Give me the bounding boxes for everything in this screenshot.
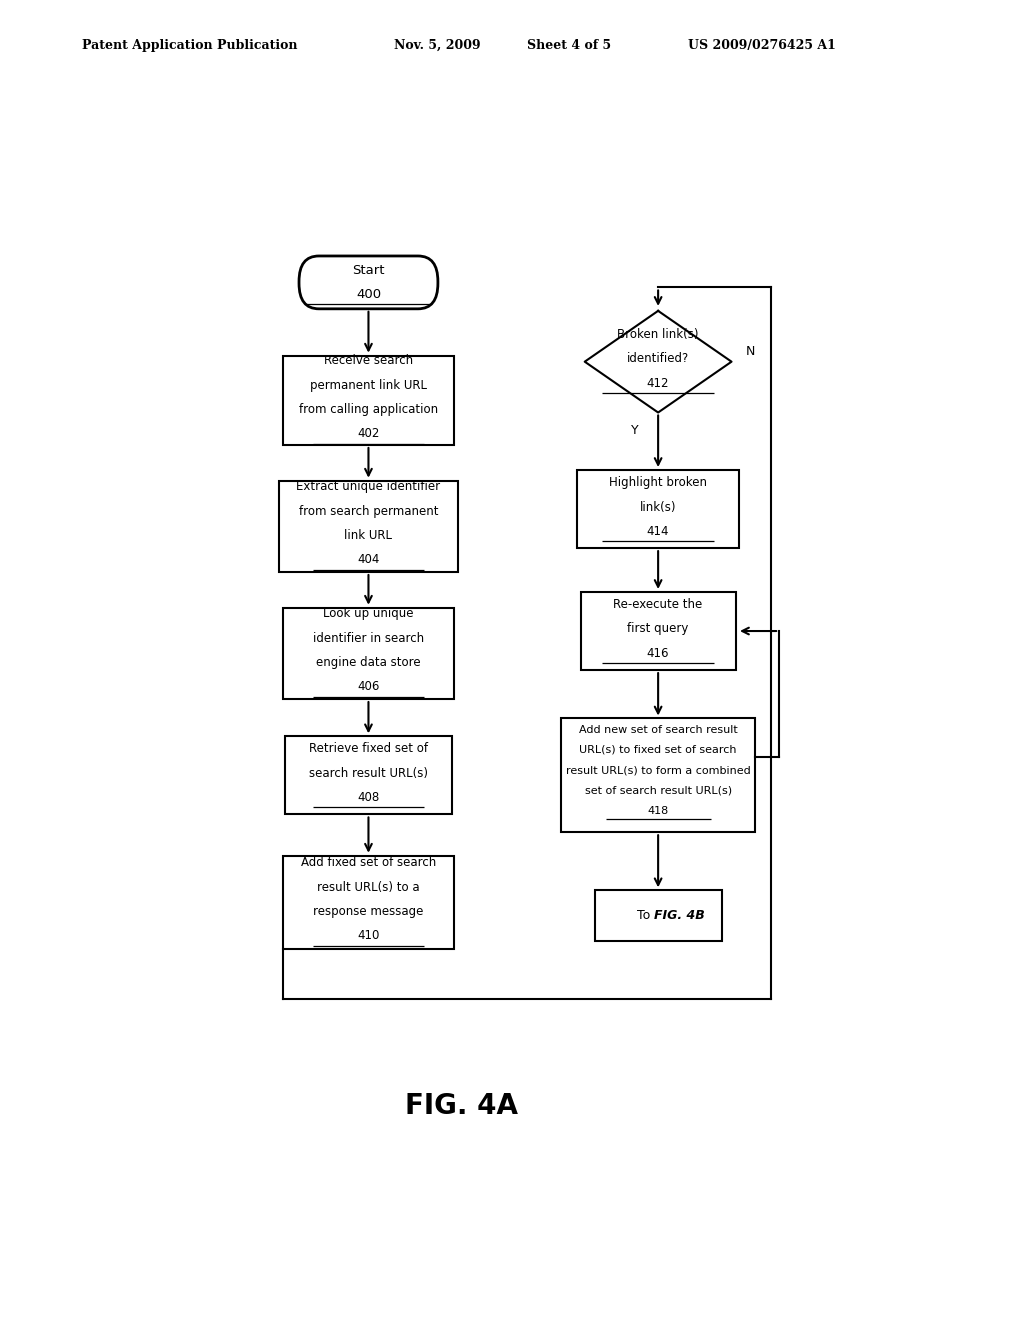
Text: identified?: identified? [627,352,689,366]
Text: Add fixed set of search: Add fixed set of search [301,857,436,870]
Text: from calling application: from calling application [299,403,438,416]
Text: engine data store: engine data store [316,656,421,669]
Text: set of search result URL(s): set of search result URL(s) [585,785,732,796]
Text: 414: 414 [647,525,670,539]
Text: Broken link(s): Broken link(s) [617,327,698,341]
Text: Extract unique identifier: Extract unique identifier [296,480,440,494]
Text: 408: 408 [357,791,380,804]
Text: 410: 410 [357,929,380,942]
Bar [577,470,739,548]
Text: FIG. 4A: FIG. 4A [404,1092,518,1119]
Text: Re-execute the: Re-execute the [613,598,702,611]
Text: N: N [745,345,755,358]
Text: response message: response message [313,906,424,917]
Text: Retrieve fixed set of: Retrieve fixed set of [309,742,428,755]
Bar [581,591,735,671]
Bar [284,855,454,949]
Text: Patent Application Publication: Patent Application Publication [82,38,297,51]
Text: Y: Y [631,424,638,437]
Text: FIG. 4B: FIG. 4B [654,909,705,923]
Text: To: To [637,909,654,923]
Bar [561,718,756,833]
Text: 406: 406 [357,680,380,693]
Text: Receive search: Receive search [324,354,413,367]
Bar [280,480,458,572]
Text: 416: 416 [647,647,670,660]
Text: 404: 404 [357,553,380,566]
Text: link(s): link(s) [640,500,677,513]
Text: Add new set of search result: Add new set of search result [579,725,737,735]
Text: URL(s) to fixed set of search: URL(s) to fixed set of search [580,744,737,755]
Text: Nov. 5, 2009: Nov. 5, 2009 [394,38,481,51]
Text: 400: 400 [356,288,381,301]
Text: Highlight broken: Highlight broken [609,477,708,490]
Text: US 2009/0276425 A1: US 2009/0276425 A1 [688,38,836,51]
Text: result URL(s) to a: result URL(s) to a [317,880,420,894]
Text: identifier in search: identifier in search [313,632,424,644]
Text: result URL(s) to form a combined: result URL(s) to form a combined [565,766,751,775]
Text: 412: 412 [647,376,670,389]
Text: search result URL(s): search result URL(s) [309,767,428,780]
Text: 418: 418 [647,807,669,816]
Text: from search permanent: from search permanent [299,504,438,517]
Text: 402: 402 [357,428,380,441]
Text: permanent link URL: permanent link URL [310,379,427,392]
Bar [285,737,452,814]
Text: first query: first query [628,623,689,635]
Text: Sheet 4 of 5: Sheet 4 of 5 [527,38,611,51]
Text: link URL: link URL [344,529,392,543]
Bar [284,607,454,700]
Bar [284,355,454,445]
FancyBboxPatch shape [299,256,438,309]
Text: Start: Start [352,264,385,277]
Bar [595,890,722,941]
Text: Look up unique: Look up unique [324,607,414,620]
